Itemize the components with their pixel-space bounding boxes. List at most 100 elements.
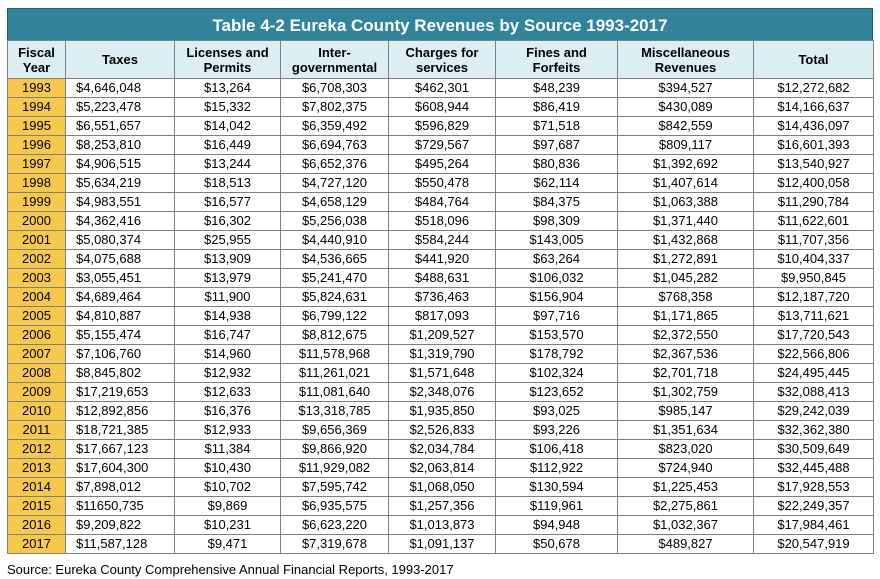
value-cell-misc-revenues: $2,367,536 bbox=[617, 344, 754, 364]
value-cell-fines-forfeits: $97,687 bbox=[495, 135, 618, 155]
table-row: 2000 $4,362,416 $16,302 $5,256,038 $518,096 $… bbox=[7, 211, 874, 231]
value-cell-total: $13,540,927 bbox=[753, 154, 874, 174]
value-cell-fines-forfeits: $97,716 bbox=[495, 306, 618, 326]
year-cell: 2014 bbox=[7, 477, 66, 497]
revenue-table: Fiscal Year Taxes Licenses and Permits Inter-… bbox=[7, 40, 874, 554]
value-cell-charges-services: $1,257,356 bbox=[388, 496, 496, 516]
value-cell-taxes: $5,080,374 bbox=[65, 230, 175, 250]
table-row: 2013 $17,604,300 $10,430 $11,929,082 $2,063,… bbox=[7, 458, 874, 478]
year-cell: 2001 bbox=[7, 230, 66, 250]
value-cell-intergovernmental: $6,359,492 bbox=[280, 116, 389, 136]
column-header-line: Forfeits bbox=[532, 59, 581, 75]
value-cell-taxes: $11,587,128 bbox=[65, 534, 175, 554]
value-cell-fines-forfeits: $50,678 bbox=[495, 534, 618, 554]
value-cell-charges-services: $1,319,790 bbox=[388, 344, 496, 364]
value-cell-taxes: $5,223,478 bbox=[65, 97, 175, 117]
year-cell: 1996 bbox=[7, 135, 66, 155]
table-row: 2006 $5,155,474 $16,747 $8,812,675 $1,209,52… bbox=[7, 325, 874, 345]
value-cell-fines-forfeits: $93,226 bbox=[495, 420, 618, 440]
table-row: 1998 $5,634,219 $18,513 $4,727,120 $550,478 $… bbox=[7, 173, 874, 193]
value-cell-intergovernmental: $9,656,369 bbox=[280, 420, 389, 440]
year-cell: 2006 bbox=[7, 325, 66, 345]
column-header-line: Fiscal bbox=[18, 44, 55, 60]
value-cell-fines-forfeits: $93,025 bbox=[495, 401, 618, 421]
year-cell: 2010 bbox=[7, 401, 66, 421]
year-cell: 2000 bbox=[7, 211, 66, 231]
value-cell-intergovernmental: $7,319,678 bbox=[280, 534, 389, 554]
table-row: 1997 $4,906,515 $13,244 $6,652,376 $495,264 $… bbox=[7, 154, 874, 174]
value-cell-taxes: $7,898,012 bbox=[65, 477, 175, 497]
table-row: 1996 $8,253,810 $16,449 $6,694,763 $729,567 $… bbox=[7, 135, 874, 155]
column-header-charges-services: Charges for services bbox=[388, 40, 496, 79]
value-cell-misc-revenues: $394,527 bbox=[617, 78, 754, 98]
value-cell-fines-forfeits: $102,324 bbox=[495, 363, 618, 383]
value-cell-charges-services: $484,764 bbox=[388, 192, 496, 212]
value-cell-charges-services: $736,463 bbox=[388, 287, 496, 307]
value-cell-total: $30,509,649 bbox=[753, 439, 874, 459]
value-cell-licenses-permits: $16,577 bbox=[174, 192, 281, 212]
value-cell-taxes: $4,810,887 bbox=[65, 306, 175, 326]
value-cell-charges-services: $729,567 bbox=[388, 135, 496, 155]
value-cell-taxes: $4,689,464 bbox=[65, 287, 175, 307]
value-cell-total: $22,249,357 bbox=[753, 496, 874, 516]
table-row: 2010 $12,892,856 $16,376 $13,318,785 $1,935,… bbox=[7, 401, 874, 421]
value-cell-intergovernmental: $5,256,038 bbox=[280, 211, 389, 231]
value-cell-charges-services: $518,096 bbox=[388, 211, 496, 231]
value-cell-charges-services: $817,093 bbox=[388, 306, 496, 326]
value-cell-misc-revenues: $823,020 bbox=[617, 439, 754, 459]
column-header-line: governmental bbox=[291, 59, 378, 75]
value-cell-intergovernmental: $11,081,640 bbox=[280, 382, 389, 402]
table-row: 1995 $6,551,657 $14,042 $6,359,492 $596,829 $… bbox=[7, 116, 874, 136]
value-cell-misc-revenues: $1,272,891 bbox=[617, 249, 754, 269]
value-cell-licenses-permits: $25,955 bbox=[174, 230, 281, 250]
column-header-line: Charges for bbox=[405, 44, 479, 60]
table-row: 2009 $17,219,653 $12,633 $11,081,640 $2,348,… bbox=[7, 382, 874, 402]
table-row: 2008 $8,845,802 $12,932 $11,261,021 $1,571,6… bbox=[7, 363, 874, 383]
value-cell-misc-revenues: $1,392,692 bbox=[617, 154, 754, 174]
table-row: 2014 $7,898,012 $10,702 $7,595,742 $1,068,05… bbox=[7, 477, 874, 497]
value-cell-charges-services: $1,091,137 bbox=[388, 534, 496, 554]
value-cell-charges-services: $441,920 bbox=[388, 249, 496, 269]
value-cell-misc-revenues: $842,559 bbox=[617, 116, 754, 136]
table-row: 1993 $4,646,048 $13,264 $6,708,303 $462,301 $… bbox=[7, 78, 874, 98]
table-title: Table 4-2 Eureka County Revenues by Sour… bbox=[7, 8, 873, 40]
table-row: 2001 $5,080,374 $25,955 $4,440,910 $584,244 $… bbox=[7, 230, 874, 250]
column-header-total: Total bbox=[753, 40, 874, 79]
value-cell-intergovernmental: $4,727,120 bbox=[280, 173, 389, 193]
value-cell-charges-services: $1,013,873 bbox=[388, 515, 496, 535]
value-cell-intergovernmental: $5,824,631 bbox=[280, 287, 389, 307]
value-cell-intergovernmental: $4,658,129 bbox=[280, 192, 389, 212]
column-header-line: Inter- bbox=[318, 44, 351, 60]
value-cell-charges-services: $550,478 bbox=[388, 173, 496, 193]
value-cell-charges-services: $2,034,784 bbox=[388, 439, 496, 459]
value-cell-taxes: $3,055,451 bbox=[65, 268, 175, 288]
year-cell: 2003 bbox=[7, 268, 66, 288]
value-cell-misc-revenues: $489,827 bbox=[617, 534, 754, 554]
value-cell-taxes: $4,075,688 bbox=[65, 249, 175, 269]
value-cell-licenses-permits: $13,244 bbox=[174, 154, 281, 174]
value-cell-misc-revenues: $1,371,440 bbox=[617, 211, 754, 231]
value-cell-intergovernmental: $5,241,470 bbox=[280, 268, 389, 288]
value-cell-taxes: $5,155,474 bbox=[65, 325, 175, 345]
value-cell-charges-services: $1,209,527 bbox=[388, 325, 496, 345]
table-row: 2005 $4,810,887 $14,938 $6,799,122 $817,093 $… bbox=[7, 306, 874, 326]
value-cell-misc-revenues: $2,701,718 bbox=[617, 363, 754, 383]
value-cell-intergovernmental: $4,536,665 bbox=[280, 249, 389, 269]
value-cell-taxes: $17,604,300 bbox=[65, 458, 175, 478]
value-cell-total: $32,088,413 bbox=[753, 382, 874, 402]
value-cell-misc-revenues: $768,358 bbox=[617, 287, 754, 307]
column-header-line: Miscellaneous bbox=[641, 44, 730, 60]
column-header-line: Permits bbox=[203, 59, 252, 75]
table-row: 2016 $9,209,822 $10,231 $6,623,220 $1,013,87… bbox=[7, 515, 874, 535]
column-header-line: Revenues bbox=[654, 59, 717, 75]
header-row: Fiscal Year Taxes Licenses and Permits Inter-… bbox=[7, 40, 874, 79]
year-cell: 2005 bbox=[7, 306, 66, 326]
table-row: 2017 $11,587,128 $9,471 $7,319,678 $1,091,13… bbox=[7, 534, 874, 554]
value-cell-licenses-permits: $10,702 bbox=[174, 477, 281, 497]
value-cell-misc-revenues: $1,351,634 bbox=[617, 420, 754, 440]
value-cell-licenses-permits: $10,430 bbox=[174, 458, 281, 478]
value-cell-fines-forfeits: $62,114 bbox=[495, 173, 618, 193]
value-cell-intergovernmental: $6,708,303 bbox=[280, 78, 389, 98]
value-cell-licenses-permits: $16,747 bbox=[174, 325, 281, 345]
value-cell-licenses-permits: $12,932 bbox=[174, 363, 281, 383]
